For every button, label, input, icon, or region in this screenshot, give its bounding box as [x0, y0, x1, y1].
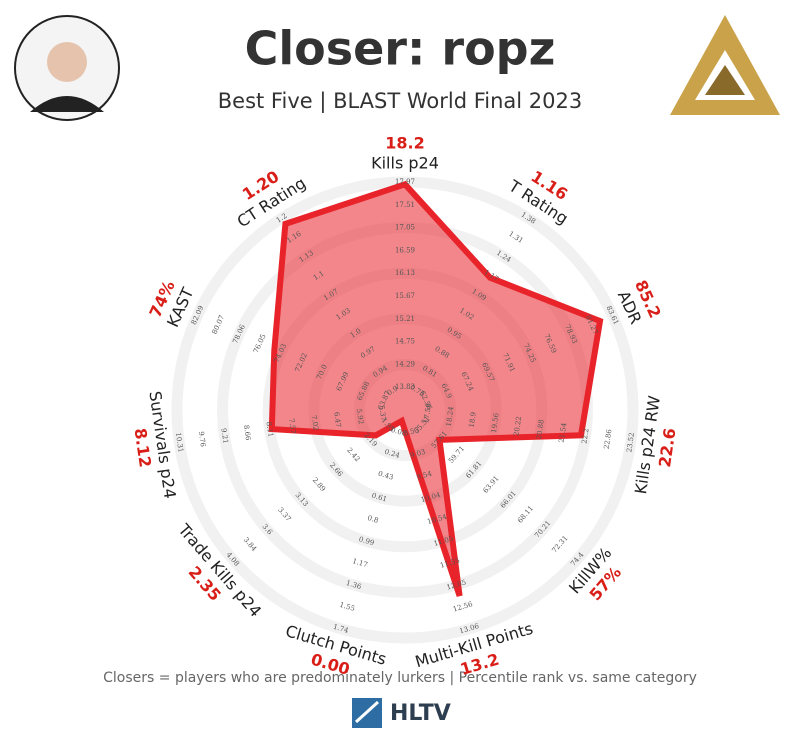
tick-label: 14.29 [395, 360, 415, 368]
tick-label: 19.56 [490, 412, 501, 434]
tick-label: 20.88 [535, 419, 546, 440]
tick-label: 22.2 [580, 428, 590, 445]
tick-label: 13.83 [395, 383, 415, 391]
tick-label: 16.59 [395, 246, 415, 254]
tick-label: 5.92 [355, 408, 365, 425]
tick-label: 3.37 [276, 506, 292, 523]
tick-label: 17.97 [395, 178, 415, 186]
footer-note: Closers = players who are predominately … [103, 670, 697, 686]
tick-label: 6.47 [332, 411, 342, 428]
tick-label: 9.76 [197, 431, 207, 448]
brand-name: HLTV [390, 701, 451, 726]
tick-label: 15.67 [395, 292, 415, 300]
tick-label: 10.31 [174, 432, 185, 453]
tick-label: 0.43 [377, 470, 394, 482]
tick-label: 63.91 [482, 474, 501, 494]
tick-label: 15.21 [395, 315, 415, 323]
tick-label: 76.05 [252, 333, 268, 355]
tick-label: 9.21 [219, 428, 229, 445]
tick-label: 21.54 [558, 422, 569, 444]
chart-subtitle: Best Five | BLAST World Final 2023 [218, 89, 583, 114]
chart-title: Closer: ropz [245, 22, 556, 76]
tick-label: 14.75 [395, 338, 415, 346]
tick-label: 80.07 [211, 314, 227, 336]
stat-label: 18.2 [385, 134, 424, 153]
tick-label: 17.51 [395, 201, 415, 209]
tick-label: 8.11 [265, 421, 275, 438]
player-avatar [14, 15, 120, 121]
tick-label: 17.58 [422, 403, 433, 424]
tick-label: 18.9 [468, 411, 478, 428]
tick-label: 12.56 [452, 600, 474, 613]
tick-label: 7.02 [310, 415, 320, 432]
axis-label: Kills p24 [371, 154, 439, 173]
tick-label: 8.66 [242, 424, 252, 441]
tick-label: 1.55 [339, 601, 356, 613]
tick-label: 20.22 [512, 416, 523, 437]
tick-label: 5.37 [377, 405, 387, 422]
tick-label: 3.84 [242, 536, 259, 553]
tick-label: 2.42 [345, 446, 361, 463]
tick-label: 2.89 [311, 476, 327, 493]
tick-label: 22.86 [603, 428, 614, 450]
brand-logo: HLTV [352, 698, 451, 728]
tick-label: 0.8 [366, 514, 379, 525]
tick-label: 1.17 [351, 557, 368, 569]
tick-label: 17.05 [395, 224, 415, 232]
tick-label: 72.31 [550, 534, 569, 554]
tick-label: 1.31 [507, 230, 524, 245]
radar-area [268, 180, 604, 597]
tick-label: 18.24 [445, 405, 456, 427]
tick-label: 23.52 [625, 432, 636, 453]
tick-label: 7.57 [287, 418, 297, 435]
tick-label: 68.11 [516, 504, 535, 524]
tick-label: 59.71 [447, 445, 466, 465]
event-logo [670, 15, 780, 115]
tick-label: 16.13 [395, 269, 415, 277]
